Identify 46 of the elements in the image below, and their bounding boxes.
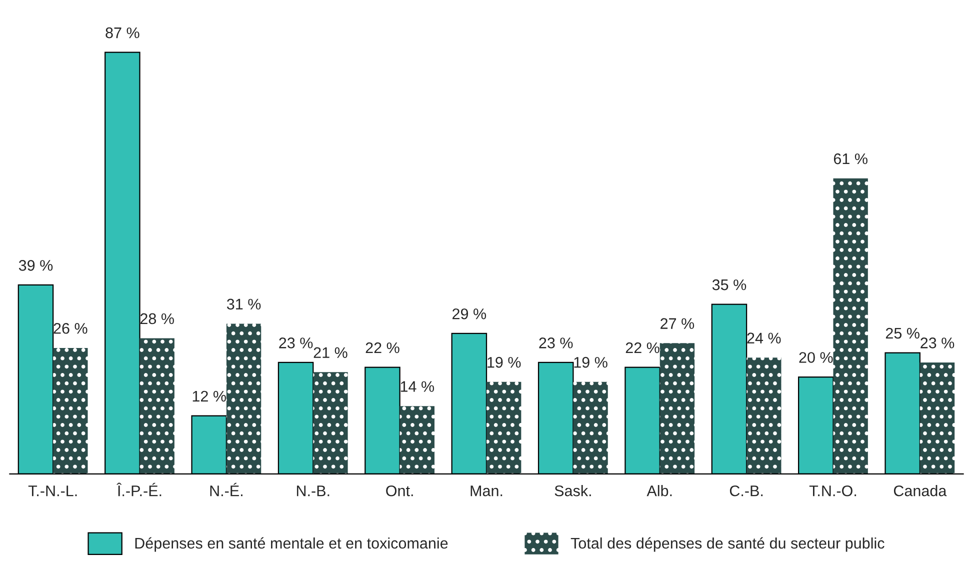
legend-label: Dépenses en santé mentale et en toxicomanie [135,537,448,552]
bar [660,343,695,474]
data-label: 24 % [747,332,781,344]
bar [486,382,522,474]
data-label: 14 % [400,381,434,392]
x-tick-label: C.-B. [730,485,763,496]
x-tick-label: Alb. [646,485,672,496]
bar [573,382,608,474]
data-label: 26 % [54,322,88,334]
data-label: 87 % [106,27,140,38]
data-label: 19 % [574,356,608,368]
bar [400,406,434,474]
data-label: 22 % [366,342,400,354]
x-tick-label: N.-É. [210,482,242,496]
x-tick-label: Î.-P.-É. [116,482,162,496]
bar [833,178,868,474]
bar [53,348,88,474]
data-label: 31 % [226,298,261,310]
x-tick-label: T.N.-O. [809,485,856,496]
data-label: 25 % [886,328,920,339]
data-label: 23 % [920,338,954,348]
x-tick-label: Ont. [386,485,413,496]
data-label: 27 % [660,318,694,329]
data-label: 21 % [314,347,348,358]
data-label: 22 % [626,342,660,354]
data-label: 23 % [279,338,313,348]
data-label: 35 % [712,279,746,290]
bar [746,358,782,474]
x-tick-label: Canada [894,485,947,496]
data-label: 19 % [488,356,521,368]
data-label: 12 % [192,390,226,402]
data-label: 28 % [140,313,174,324]
bar [226,324,262,474]
legend-label: Total des dépenses de santé du secteur public [570,537,884,552]
x-tick-label: T.-N.-L. [28,486,77,496]
x-tick-label: N.-B. [296,486,330,496]
data-label: 39 % [18,260,53,271]
bar [920,362,955,474]
data-label: 29 % [452,308,486,320]
bar [140,338,174,474]
bar [313,372,348,474]
data-label: 61 % [834,153,868,164]
data-label: 23 % [539,338,573,348]
x-tick-label: Sask. [554,485,591,496]
data-label: 20 % [799,352,833,363]
x-tick-label: Man. [470,486,502,496]
